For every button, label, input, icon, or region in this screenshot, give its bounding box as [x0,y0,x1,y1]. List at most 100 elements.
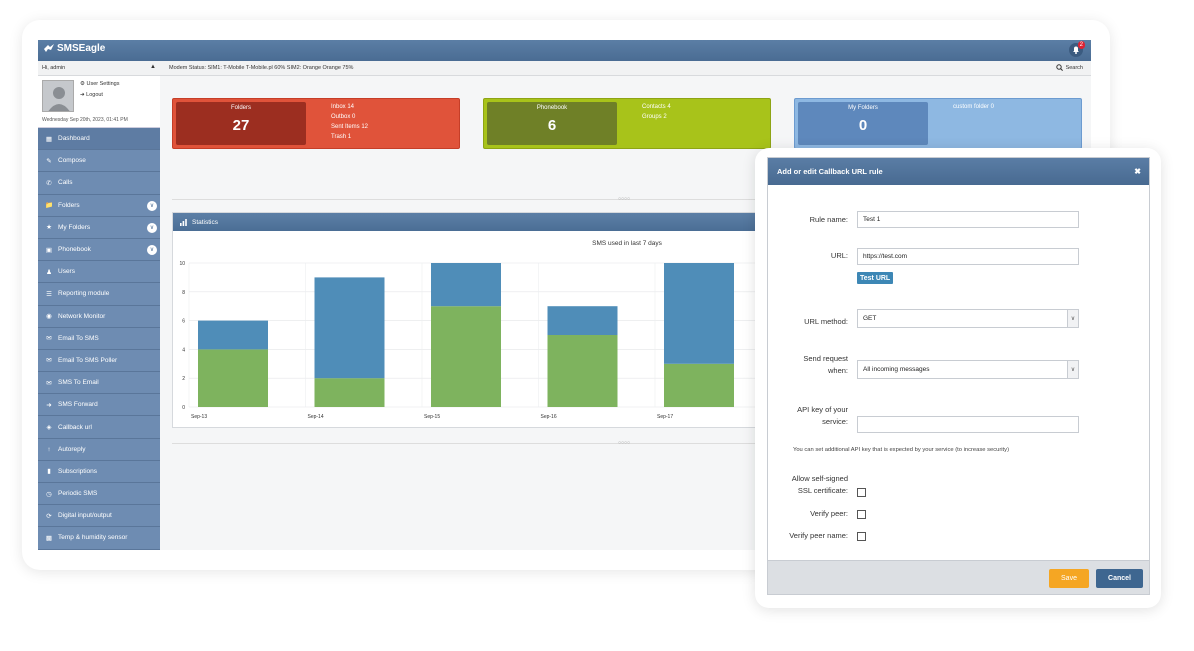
sidebar-item-folders[interactable]: 📁 Folders ∨ [38,195,160,217]
sidebar-item-subscriptions[interactable]: ▮ Subscriptions [38,461,160,483]
notification-badge: 2 [1077,41,1085,49]
sidebar-item-temp-humidity-sensor[interactable]: ▩ Temp & humidity sensor [38,527,160,550]
save-button[interactable]: Save [1049,569,1089,588]
sidebar-item-callback-url[interactable]: ◈ Callback url [38,416,160,439]
y-tick-label: 4 [182,347,185,353]
verify-peer-name-label: Verify peer name: [789,531,848,540]
status-bar: Hi, admin ▲ Modem Status: SIM1: T-Mobile… [38,61,1091,76]
resize-handle[interactable]: ○○○○ [618,440,631,446]
sidebar-item-email-to-sms-poller[interactable]: ✉ Email To SMS Poller [38,350,160,373]
phone-icon: ✆ [46,179,52,187]
card-list-item: Sent Items 12 [331,124,369,130]
folders-card-title: Folders [230,105,251,111]
sidebar-item-digital-input-output[interactable]: ⟳ Digital input/output [38,505,160,528]
sidebar-item-dashboard[interactable]: ▦ Dashboard [38,128,160,151]
sidebar-item-label: Autoreply [58,445,86,453]
test-url-button[interactable]: Test URL [857,272,894,284]
verify-peer-checkbox[interactable] [857,510,866,519]
sidebar-nav: ▦ Dashboard ✎ Compose ✆ Calls 📁 Folders ∨ ★ My Fol… [38,128,160,550]
greeting: Hi, admin [42,65,66,71]
send-request-select[interactable]: All incoming messages ∨ [857,360,1079,379]
sms-usage-chart: SMS used in last 7 days 0 2 4 6 8 10 Sep-13 Sep-… [179,240,1069,420]
sidebar-item-label: Dashboard [58,135,90,143]
app-logo[interactable]: SMSEagle [44,43,105,54]
bar-segment [314,378,385,407]
sidebar: ⚙ User Settings ➜ Logout Wednesday Sep 2… [38,76,160,550]
search-icon [1055,64,1063,71]
sidebar-item-email-to-sms[interactable]: ✉ Email To SMS [38,328,160,350]
folders-card-list: Inbox 14 Outbox 0 Sent Items 12 Trash 1 [331,102,368,142]
list-icon: ☰ [46,290,52,298]
current-date: Wednesday Sep 20th, 2023, 01:41 PM [42,117,128,123]
folders-card[interactable]: Folders 27 Inbox 14 Outbox 0 Sent Items 12… [172,98,460,149]
verify-peer-name-checkbox[interactable] [857,532,866,541]
cancel-button[interactable]: Cancel [1096,569,1143,588]
logout-link[interactable]: ➜ Logout [80,92,103,98]
modem-status: Modem Status: SIM1: T-Mobile T-Mobile.pl… [169,65,354,71]
modal-footer: Save Cancel [768,560,1149,594]
close-icon[interactable]: ✖ [1134,167,1141,176]
sidebar-item-label: SMS Forward [58,401,98,409]
arrow-right-icon: ➜ [46,401,52,409]
user-settings-link[interactable]: ⚙ User Settings [80,81,120,87]
sidebar-item-reporting-module[interactable]: ☰ Reporting module [38,283,160,306]
chevron-down-icon[interactable]: ∨ [147,222,157,233]
url-input[interactable]: https://test.com [857,248,1079,265]
chart-title: SMS used in last 7 days [592,240,662,247]
chevron-down-icon[interactable]: ∨ [147,244,157,255]
sidebar-item-phonebook[interactable]: ▣ Phonebook ∨ [38,239,160,262]
bar-segment [664,363,734,407]
callback-url-modal: Add or edit Callback URL rule ✖ Rule nam… [767,157,1150,595]
x-tick-label: Sep-16 [541,414,557,420]
sidebar-item-users[interactable]: ♟ Users [38,261,160,284]
bar-segment [547,335,618,407]
sidebar-item-label: Reporting module [58,290,110,298]
folders-card-count: 27 [232,117,250,134]
sidebar-item-sms-to-email[interactable]: ✉ SMS To Email [38,372,160,395]
bar-segment [664,263,734,364]
api-key-label: API key of your service: [797,405,848,426]
x-tick-label: Sep-13 [191,414,207,420]
self-signed-checkbox[interactable] [857,488,866,497]
url-method-label: URL method: [804,317,848,326]
chevron-up-icon[interactable]: ▲ [150,64,156,70]
resize-handle[interactable]: ○○○○ [618,196,631,202]
y-tick-label: 10 [179,261,185,267]
url-method-select[interactable]: GET ∨ [857,309,1079,328]
calendar-icon: ▣ [45,246,53,254]
sidebar-item-periodic-sms[interactable]: ◷ Periodic SMS [38,483,160,506]
y-tick-label: 8 [182,290,185,296]
phonebook-card[interactable]: Phonebook 6 Contacts 4 Groups 2 [483,98,771,149]
sidebar-item-compose[interactable]: ✎ Compose [38,150,160,173]
sidebar-item-my-folders[interactable]: ★ My Folders ∨ [38,217,160,239]
top-bar: SMSEagle 2 [38,40,1091,61]
sidebar-item-sms-forward[interactable]: ➜ SMS Forward [38,394,160,417]
url-label: URL: [830,251,848,260]
sidebar-item-autoreply[interactable]: ↑ Autoreply [38,439,160,461]
bar-segment [198,320,268,350]
sidebar-item-label: Folders [58,201,80,209]
sidebar-item-label: SMS To Email [58,379,99,387]
send-request-label: Send request when: [803,354,848,375]
api-key-input[interactable] [857,416,1079,433]
rule-name-input[interactable]: Test 1 [857,211,1079,228]
my-folders-card[interactable]: My Folders 0 custom folder 0 [794,98,1082,149]
main-content: Folders 27 Inbox 14 Outbox 0 Sent Items 12… [160,76,1091,550]
search-button[interactable]: Search [1055,64,1083,71]
sidebar-item-label: Email To SMS Poller [58,356,118,364]
arrow-up-icon: ↑ [47,445,51,453]
card-list-item: Contacts 4 [642,104,671,110]
api-key-hint: You can set additional API key that is e… [793,447,1009,453]
chevron-down-icon[interactable]: ∨ [147,200,157,211]
modal-header: Add or edit Callback URL rule ✖ [768,158,1149,185]
chevron-down-icon: ∨ [1067,361,1078,378]
sidebar-item-label: Subscriptions [58,467,98,475]
sidebar-item-calls[interactable]: ✆ Calls [38,172,160,195]
my-folders-card-count: 0 [858,117,868,134]
refresh-icon: ⟳ [46,512,52,520]
sidebar-item-label: Calls [58,179,73,187]
card-list-item: Groups 2 [642,114,667,120]
card-list-item: Trash 1 [331,134,352,140]
y-tick-label: 6 [182,319,185,325]
sidebar-item-network-monitor[interactable]: ◉ Network Monitor [38,306,160,328]
